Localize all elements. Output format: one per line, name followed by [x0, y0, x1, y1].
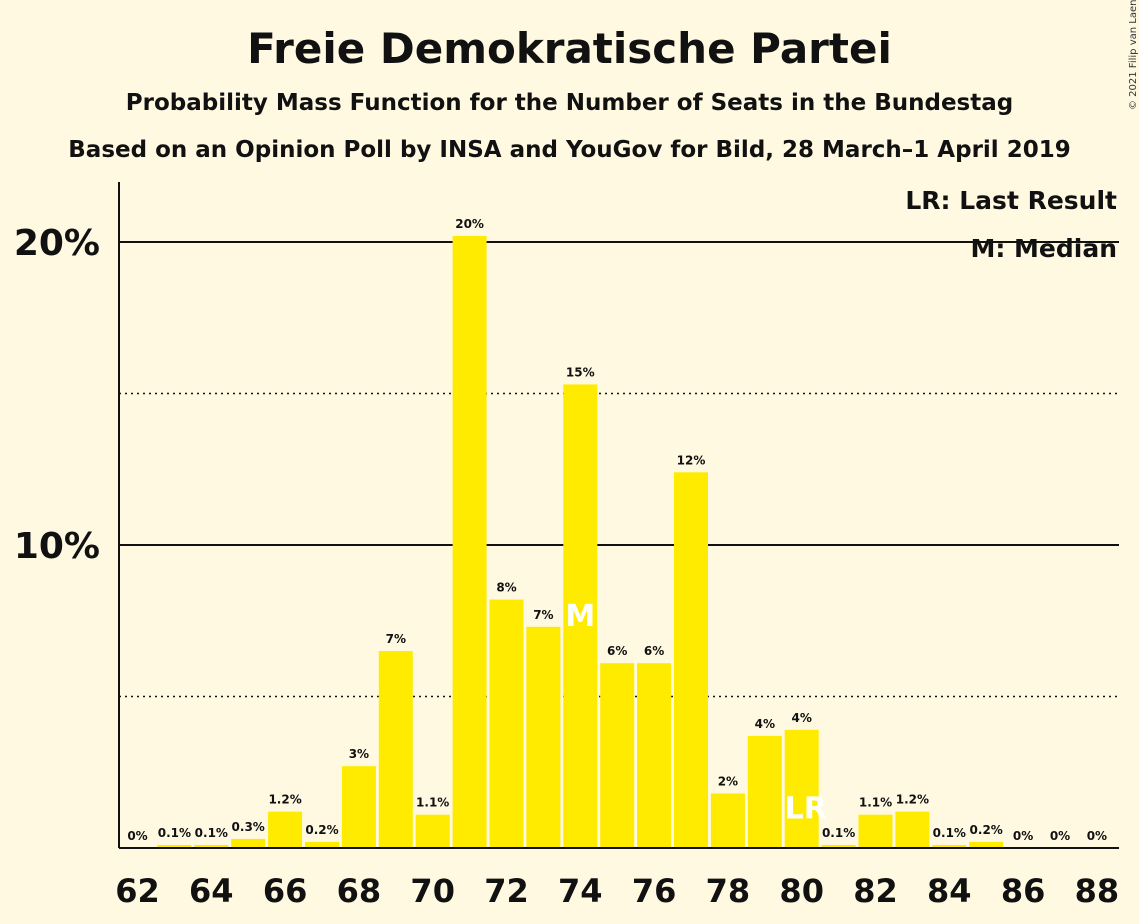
- x-tick-88: 88: [1075, 872, 1120, 910]
- axes: [118, 182, 1119, 849]
- chart-subtitle: Probability Mass Function for the Number…: [125, 90, 1014, 116]
- value-label-86: 0%: [1013, 829, 1033, 843]
- value-label-63: 0.1%: [158, 826, 191, 840]
- bar-64: [194, 844, 229, 848]
- value-label-80: 4%: [792, 711, 812, 725]
- value-label-75: 6%: [607, 644, 627, 658]
- value-label-67: 0.2%: [305, 823, 338, 837]
- bar-69: [378, 651, 413, 848]
- bar-77: [674, 472, 708, 848]
- bar-83: [895, 811, 930, 848]
- value-label-76: 6%: [644, 644, 664, 658]
- x-tick-66: 66: [263, 872, 308, 910]
- x-tick-82: 82: [853, 872, 898, 910]
- bar-71: [452, 235, 487, 848]
- bar-84: [932, 844, 967, 848]
- bar-70: [415, 814, 450, 848]
- value-label-71: 20%: [455, 217, 484, 231]
- value-label-73: 7%: [533, 608, 553, 622]
- bar-75: [600, 663, 635, 848]
- x-tick-62: 62: [115, 872, 160, 910]
- bar-82: [858, 814, 893, 848]
- value-label-84: 0.1%: [933, 826, 966, 840]
- value-label-77: 12%: [677, 453, 706, 467]
- value-label-79: 4%: [755, 717, 775, 731]
- value-labels: 0% 0.1% 0.1% 0.3%1.2%0.2%3%7%1.1%20%8%7%15%…: [127, 217, 1107, 843]
- legend-median: M: Median: [970, 234, 1117, 263]
- median-marker: M: [565, 599, 595, 634]
- x-tick-78: 78: [706, 872, 751, 910]
- y-tick-labels: 10% 20%: [14, 223, 100, 567]
- bar-80: [784, 729, 819, 848]
- value-label-82: 1.1%: [859, 796, 892, 810]
- x-tick-64: 64: [189, 872, 234, 910]
- legend: LR: Last Result M: Median: [905, 186, 1117, 263]
- x-tick-74: 74: [558, 872, 603, 910]
- x-tick-70: 70: [410, 872, 455, 910]
- value-label-88: 0%: [1087, 829, 1107, 843]
- y-tick-10: 10%: [14, 526, 100, 567]
- bar-73: [526, 626, 561, 848]
- bars: [157, 235, 1004, 848]
- chart-source-subtitle: Based on an Opinion Poll by INSA and You…: [68, 137, 1071, 163]
- x-tick-labels: 62 64 66 68 70 72 74 76 78 80 82 84 86 88: [115, 872, 1119, 910]
- legend-last-result: LR: Last Result: [905, 186, 1117, 215]
- chart-title: Freie Demokratische Partei: [247, 24, 892, 73]
- y-tick-20: 20%: [14, 223, 100, 264]
- value-label-65: 0.3%: [232, 820, 265, 834]
- value-label-85: 0.2%: [970, 823, 1003, 837]
- bar-78: [710, 793, 745, 848]
- bar-68: [341, 766, 376, 848]
- last-result-marker: LR: [785, 792, 827, 827]
- bar-63: [157, 844, 192, 848]
- x-tick-80: 80: [779, 872, 824, 910]
- x-tick-84: 84: [927, 872, 972, 910]
- value-label-74: 15%: [566, 365, 595, 379]
- value-label-72: 8%: [496, 581, 516, 595]
- value-label-81: 0.1%: [822, 826, 855, 840]
- x-tick-68: 68: [337, 872, 382, 910]
- x-tick-86: 86: [1001, 872, 1046, 910]
- value-label-70: 1.1%: [416, 796, 449, 810]
- bar-66: [268, 811, 303, 848]
- x-tick-72: 72: [484, 872, 529, 910]
- bar-65: [231, 838, 266, 848]
- bar-markers: M LR: [565, 599, 826, 826]
- value-label-83: 1.2%: [896, 793, 929, 807]
- bar-67: [305, 841, 339, 848]
- bar-81: [821, 844, 856, 848]
- value-label-87: 0%: [1050, 829, 1070, 843]
- bar-79: [747, 735, 782, 848]
- value-label-68: 3%: [349, 747, 369, 761]
- bar-74: [563, 384, 598, 848]
- bar-85: [969, 841, 1004, 848]
- bar-72: [489, 599, 524, 848]
- value-label-64: 0.1%: [195, 826, 228, 840]
- value-label-62: 0%: [127, 829, 147, 843]
- bar-76: [637, 663, 672, 848]
- x-tick-76: 76: [632, 872, 677, 910]
- value-label-69: 7%: [386, 632, 406, 646]
- grid-lines: [119, 241, 1119, 698]
- value-label-66: 1.2%: [268, 793, 301, 807]
- value-label-78: 2%: [718, 774, 738, 788]
